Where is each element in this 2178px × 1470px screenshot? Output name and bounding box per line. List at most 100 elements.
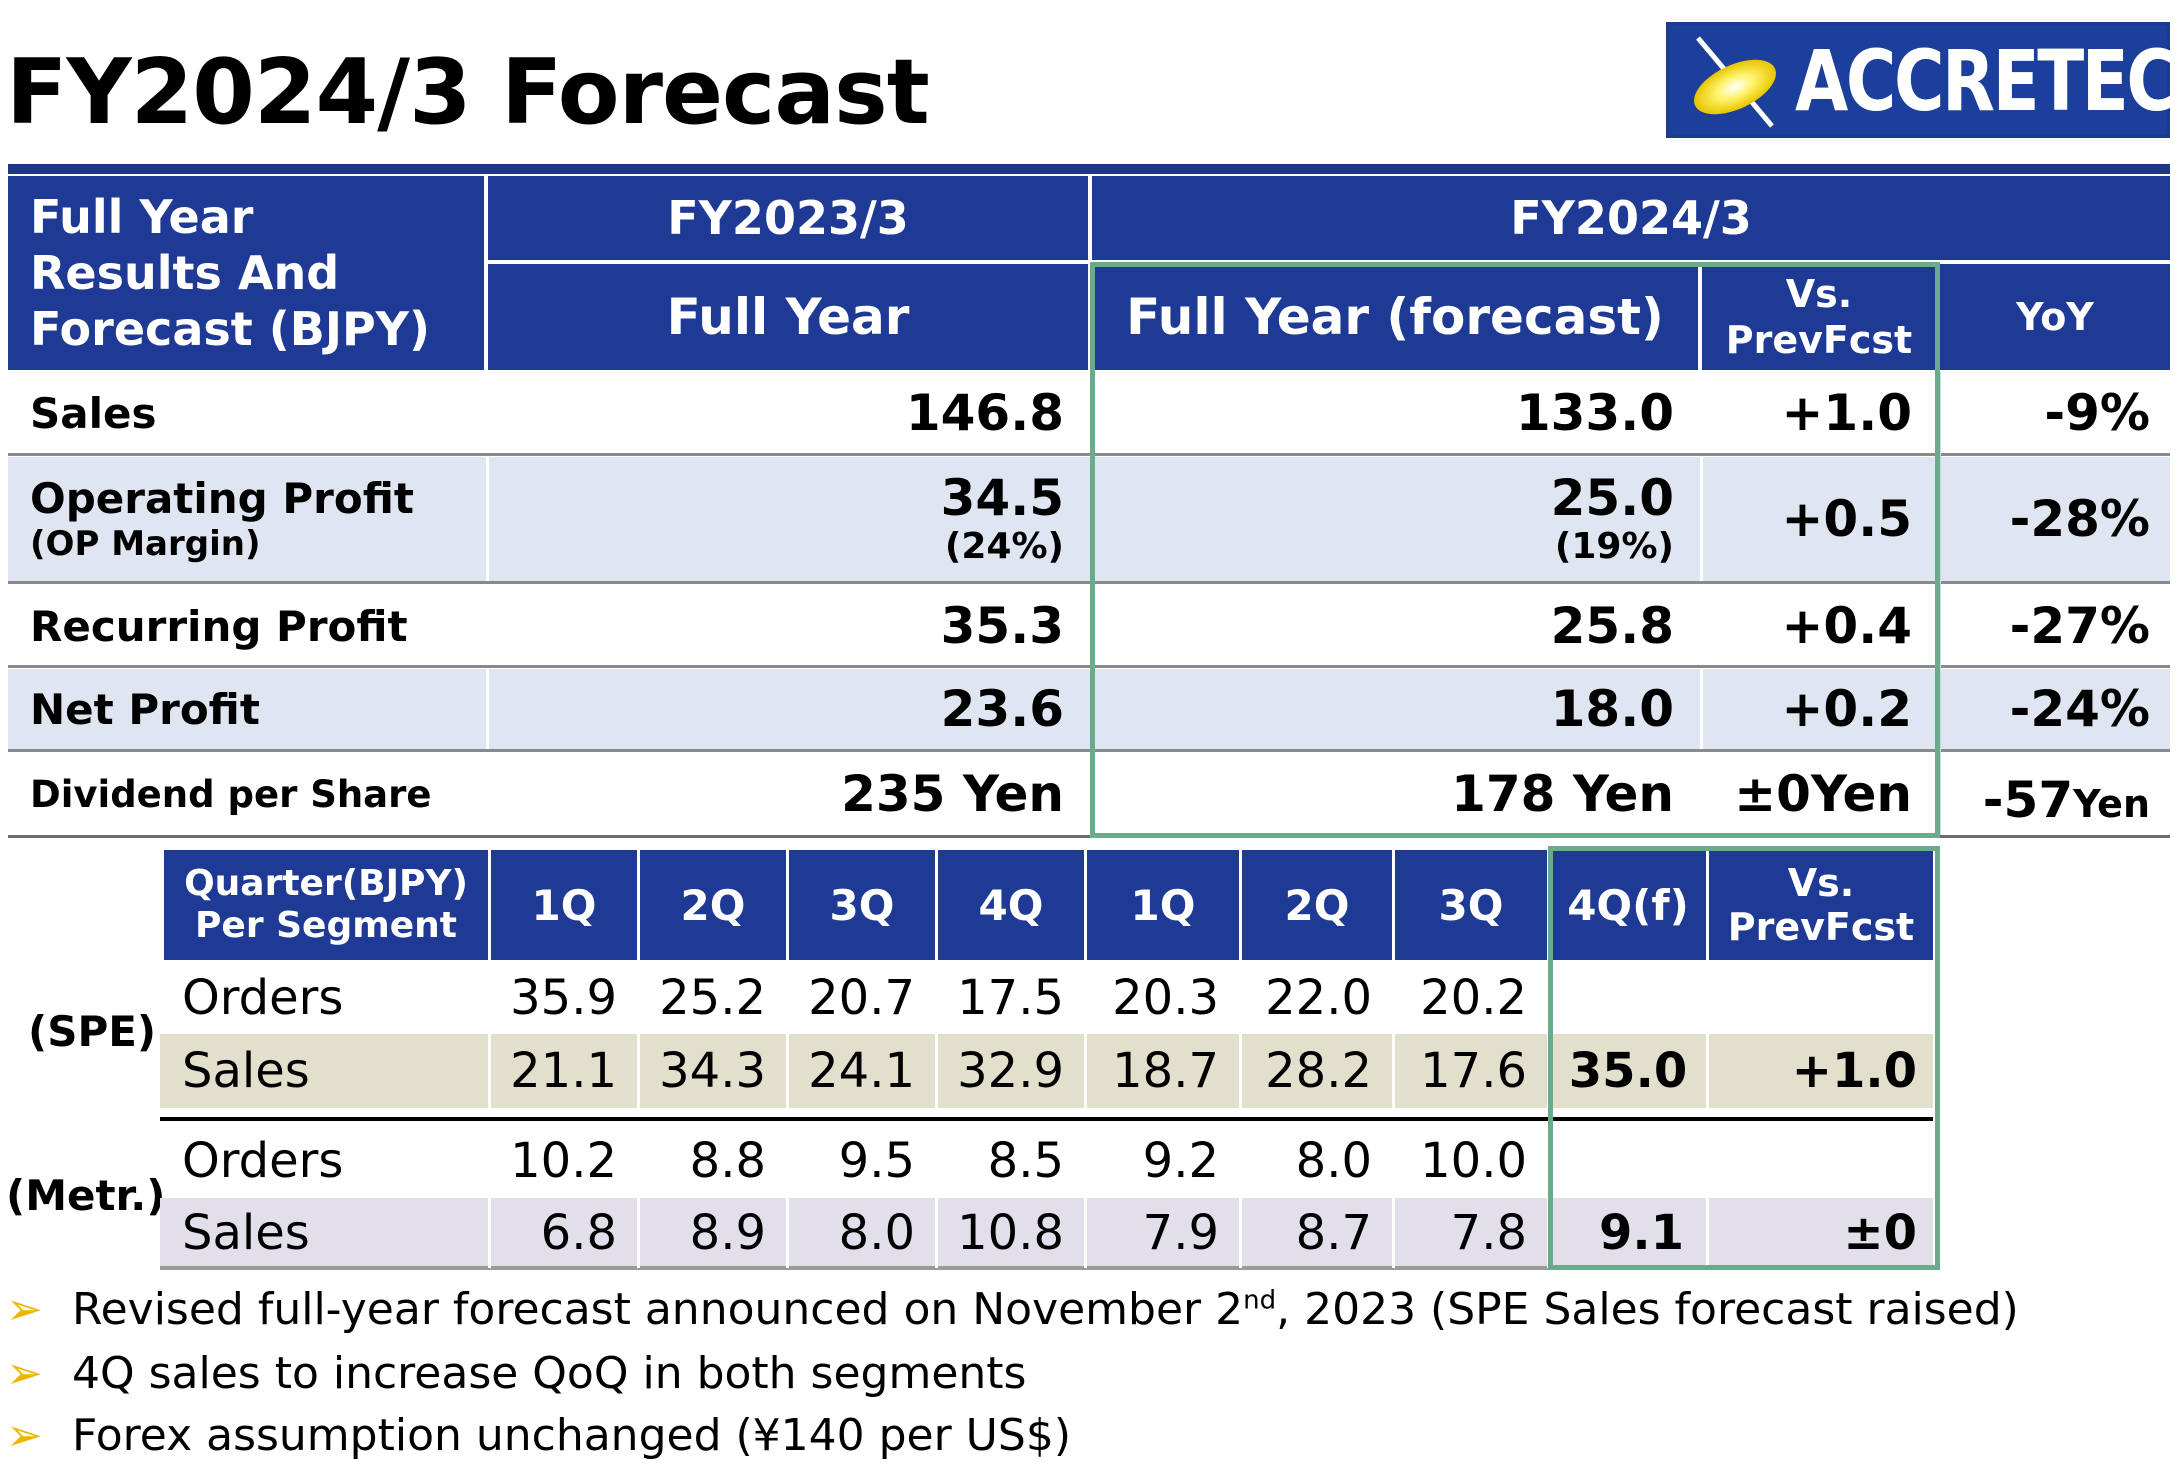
vs-line1: Vs. <box>1785 272 1853 316</box>
fy23-dividend: 235 Yen <box>841 765 1064 823</box>
row-divider <box>8 749 2170 752</box>
col-separator <box>1700 457 1703 581</box>
title-divider <box>8 164 2170 174</box>
quarter-col-separator <box>637 1198 640 1268</box>
spe-orders-cell: 20.7 <box>808 970 915 1026</box>
metr-orders-cell: 10.2 <box>510 1133 617 1189</box>
col-header-fy2023: FY2023/3 <box>488 176 1088 260</box>
q-vs-line1: Vs. <box>1787 861 1855 905</box>
table-header-label: Full Year Results And Forecast (BJPY) <box>30 190 430 356</box>
row-divider <box>8 581 2170 584</box>
bullet-3-text: Forex assumption unchanged (¥140 per US$… <box>72 1410 1071 1461</box>
bullet-2-text: 4Q sales to increase QoQ in both segment… <box>72 1348 1027 1399</box>
quarter-col-separator <box>488 1198 491 1268</box>
bullet-arrow-icon: ➢ <box>6 1348 43 1399</box>
row-label-sales: Sales <box>30 388 157 438</box>
metr-orders-cell: 8.5 <box>987 1133 1064 1189</box>
quarter-col-separator <box>1084 1034 1087 1108</box>
spe-orders-cell: 20.2 <box>1420 970 1527 1026</box>
bullet-arrow-icon: ➢ <box>6 1284 43 1335</box>
metr-sales-label: Sales <box>182 1205 310 1261</box>
quarter-col-separator <box>1084 1198 1087 1268</box>
spe-orders-cell: 17.5 <box>957 970 1064 1026</box>
bullet-arrow-icon: ➢ <box>6 1410 43 1461</box>
metr-sales-vs: ±0 <box>1843 1205 1917 1261</box>
op-label: Operating Profit <box>30 474 414 523</box>
bullet-1: ➢ Revised full-year forecast announced on… <box>6 1284 2019 1335</box>
metr-sales-cell: 10.8 <box>957 1205 1064 1261</box>
row-label-net-profit: Net Profit <box>30 684 260 734</box>
col-separator <box>486 457 489 581</box>
vs-dividend: ±0Yen <box>1734 765 1912 823</box>
row-bg-net-profit <box>8 669 2170 749</box>
quarter-col-2q-fy23: 2Q <box>640 850 786 960</box>
bullet-1-sup: nd <box>1243 1285 1277 1316</box>
quarter-col-4qf-fy24: 4Q(f) <box>1550 850 1706 960</box>
spe-orders-cell: 35.9 <box>510 970 617 1026</box>
spe-sales-cell: 21.1 <box>510 1043 617 1099</box>
row-label-dividend: Dividend per Share <box>30 772 432 816</box>
quarter-col-3q-fy24: 3Q <box>1395 850 1547 960</box>
spe-orders-cell: 20.3 <box>1112 970 1219 1026</box>
quarter-col-separator <box>637 1034 640 1108</box>
fy24-dividend: 178 Yen <box>1451 765 1674 823</box>
quarter-col-separator <box>1392 1034 1395 1108</box>
quarter-col-separator <box>1239 1034 1242 1108</box>
vs-operating-profit: +0.5 <box>1781 490 1912 548</box>
bullet-1-tail: , 2023 (SPE Sales forecast raised) <box>1276 1284 2019 1335</box>
quarter-col-4q-fy23: 4Q <box>938 850 1084 960</box>
yoy-net-profit: -24% <box>2009 680 2150 738</box>
fy23-operating-profit: 34.5 (24%) <box>488 457 1088 581</box>
yoy-sales: -9% <box>2044 384 2150 442</box>
spe-sales-cell: 18.7 <box>1112 1043 1219 1099</box>
table-bottom-line <box>8 835 2170 838</box>
logo-text: ACCRETECH <box>1795 32 2178 130</box>
row-label-operating-profit: Operating Profit (OP Margin) <box>8 457 486 581</box>
fy24-net-profit: 18.0 <box>1550 680 1674 738</box>
table-header-label-cell: Full Year Results And Forecast (BJPY) <box>8 176 484 370</box>
q-vs-line2: PrevFcst <box>1727 905 1915 949</box>
quarter-header-line2: Per Segment <box>195 905 457 946</box>
spe-sales-cell: 32.9 <box>957 1043 1064 1099</box>
quarter-col-separator <box>488 1034 491 1108</box>
fy23-net-profit: 23.6 <box>940 680 1064 738</box>
metr-orders-label: Orders <box>182 1133 344 1189</box>
quarter-col-separator <box>1239 1198 1242 1268</box>
bullet-2: ➢ 4Q sales to increase QoQ in both segmen… <box>6 1348 1026 1399</box>
vs-line2: PrevFcst <box>1725 318 1913 362</box>
col-header-vs-prevfcst: Vs. PrevFcst <box>1702 264 1936 370</box>
fy23-op-margin: (24%) <box>944 526 1064 567</box>
spe-sales-cell: 34.3 <box>659 1043 766 1099</box>
metr-orders-cell: 8.0 <box>1295 1133 1372 1189</box>
metr-orders-cell: 9.5 <box>838 1133 915 1189</box>
spe-sales-label: Sales <box>182 1043 310 1099</box>
quarter-col-vs-prevfcst: Vs. PrevFcst <box>1709 850 1933 960</box>
metr-sales-cell: 8.7 <box>1295 1205 1372 1261</box>
quarter-col-separator <box>1392 1198 1395 1268</box>
vs-recurring-profit: +0.4 <box>1781 597 1912 655</box>
segment-label-metr: (Metr.) <box>6 1170 166 1220</box>
quarter-header-label: Quarter(BJPY) Per Segment <box>164 850 488 960</box>
vs-sales: +1.0 <box>1781 384 1912 442</box>
yoy-dividend-unit: Yen <box>2073 782 2150 826</box>
quarter-header-line1: Quarter(BJPY) <box>184 863 468 904</box>
fy23-sales: 146.8 <box>905 384 1064 442</box>
quarter-col-separator <box>786 1034 789 1108</box>
fy24-sales: 133.0 <box>1515 384 1674 442</box>
spe-orders-label: Orders <box>182 970 344 1026</box>
fy24-op-margin: (19%) <box>1554 526 1674 567</box>
op-margin-label: (OP Margin) <box>30 524 261 564</box>
col-separator <box>486 669 489 749</box>
row-label-recurring-profit: Recurring Profit <box>30 601 408 651</box>
yoy-dividend-value: -57 <box>1982 771 2074 829</box>
quarter-col-1q-fy24: 1Q <box>1087 850 1239 960</box>
spe-sales-cell: 24.1 <box>808 1043 915 1099</box>
spe-sales-vs: +1.0 <box>1791 1043 1917 1099</box>
quarter-col-2q-fy24: 2Q <box>1242 850 1392 960</box>
quarter-col-separator <box>1706 1198 1709 1268</box>
row-divider <box>8 665 2170 668</box>
bullet-1-text: Revised full-year forecast announced on … <box>72 1284 1244 1335</box>
vs-net-profit: +0.2 <box>1781 680 1912 738</box>
fy23-recurring-profit: 35.3 <box>940 597 1064 655</box>
metr-sales-cell: 6.8 <box>540 1205 617 1261</box>
